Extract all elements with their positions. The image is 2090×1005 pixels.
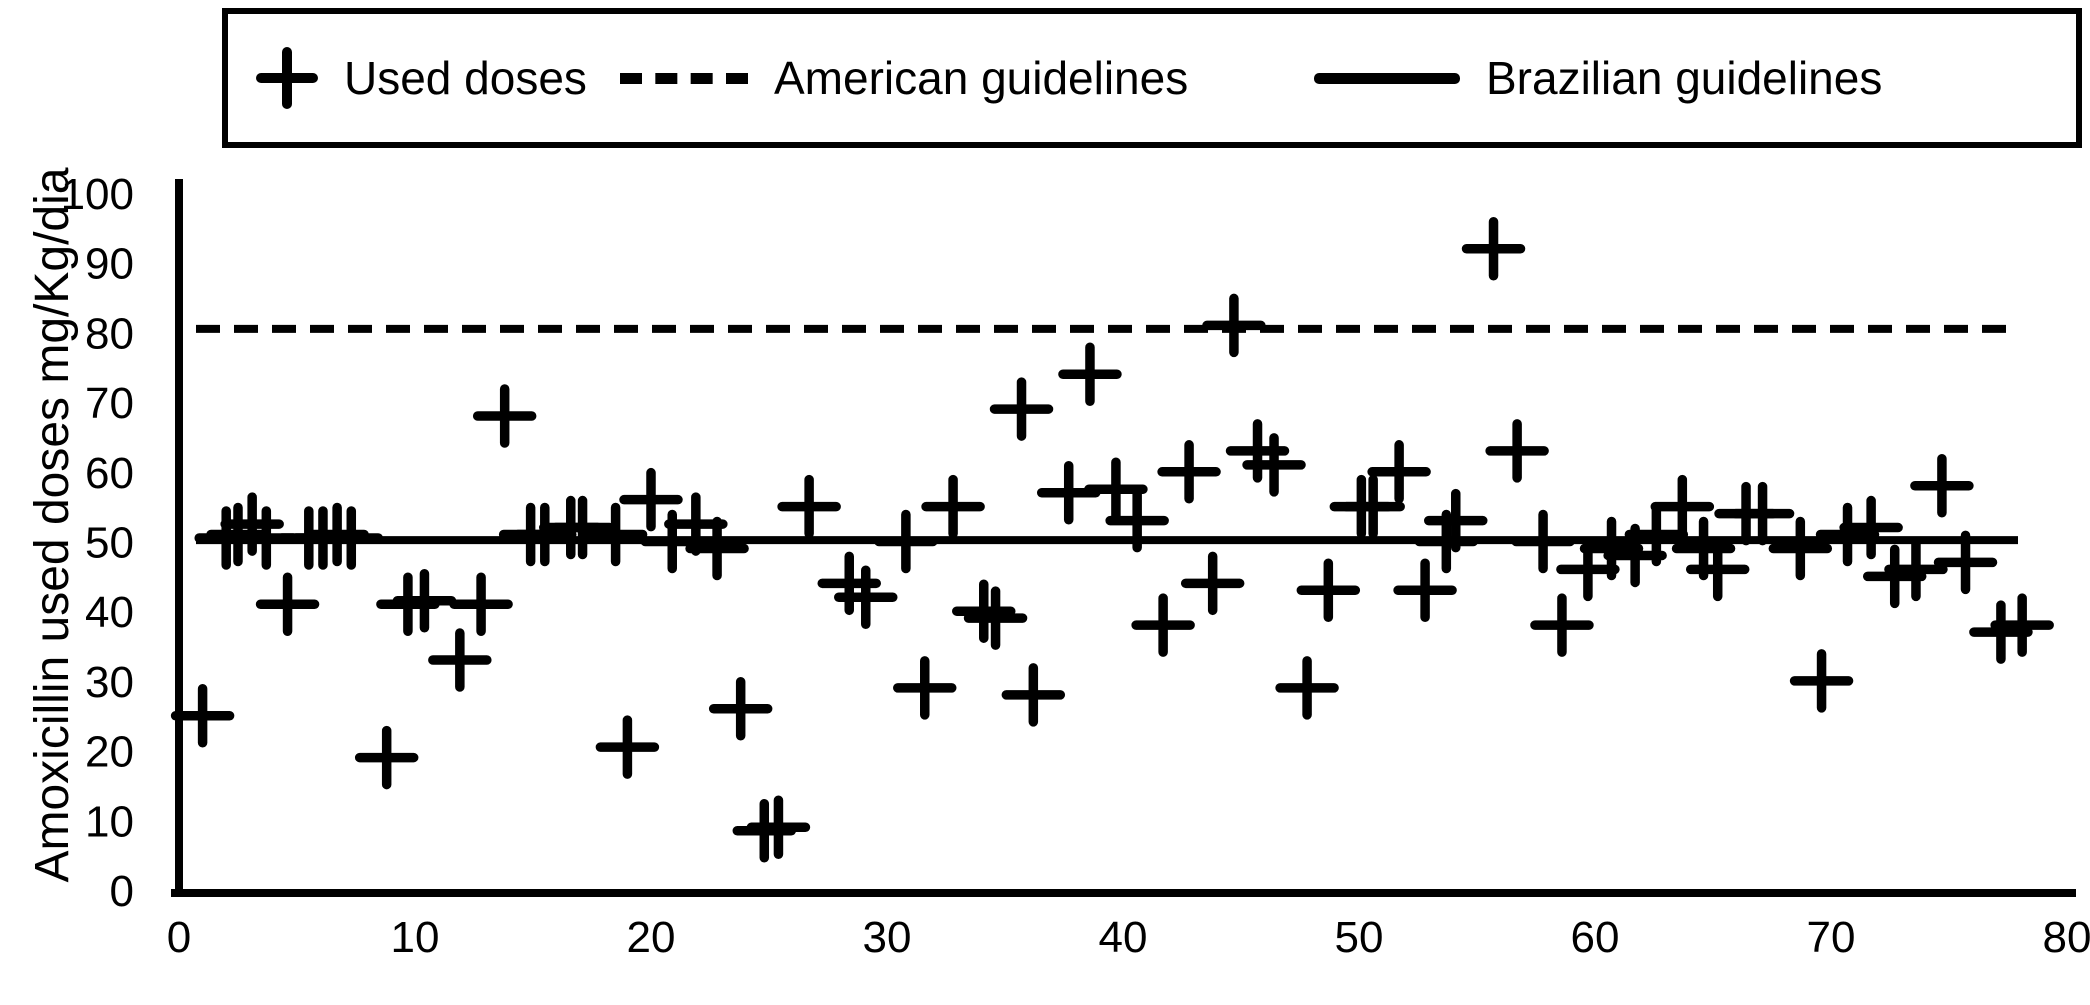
data-point <box>1579 516 1644 581</box>
data-point <box>1768 516 1833 581</box>
data-point <box>874 509 938 574</box>
data-point <box>319 506 384 570</box>
data-point <box>1530 593 1594 657</box>
y-tick-label: 10 <box>85 797 134 846</box>
data-point <box>354 725 419 790</box>
y-tick-label: 70 <box>85 379 134 428</box>
data-point <box>1275 656 1339 720</box>
data-point <box>583 502 648 567</box>
axes <box>171 179 2076 897</box>
x-tick-label: 0 <box>167 913 191 962</box>
data-point <box>1131 593 1195 657</box>
data-points <box>170 217 2054 863</box>
data-point <box>1180 551 1245 616</box>
data-point <box>746 795 811 860</box>
data-point <box>1202 293 1266 358</box>
chart-figure: Used doses American guidelines Brazilian… <box>26 8 2090 962</box>
y-tick-label: 0 <box>110 867 134 916</box>
data-point <box>963 586 1028 650</box>
data-point <box>989 377 1054 441</box>
data-point <box>619 467 683 532</box>
y-tick-label: 30 <box>85 658 134 707</box>
x-tick-label: 60 <box>1571 913 1620 962</box>
data-point <box>428 628 492 692</box>
data-point <box>550 495 615 560</box>
data-point <box>708 677 773 741</box>
data-point <box>472 384 537 448</box>
solid-line-icon <box>1314 72 1460 84</box>
y-tick-label: 40 <box>85 588 134 637</box>
data-point <box>1815 502 1880 567</box>
data-point <box>893 656 957 720</box>
data-point <box>1367 440 1431 504</box>
data-point <box>1341 474 1405 539</box>
x-axis-tick-labels: 0 10 20 30 40 50 60 70 80 <box>167 913 2090 962</box>
data-point <box>1058 342 1122 406</box>
legend-item-used-doses: Used doses <box>256 14 587 142</box>
data-point <box>513 502 577 567</box>
y-axis-tick-labels: 0 10 20 30 40 50 60 70 80 90 100 <box>61 170 134 916</box>
scatter-plot: 0 10 20 30 40 50 60 70 80 0 10 20 30 40 50 60 70 80 90 100 <box>61 170 2090 962</box>
data-point <box>1910 453 1974 518</box>
x-tick-label: 20 <box>627 913 676 962</box>
data-point <box>1084 457 1148 521</box>
data-point <box>1789 649 1854 713</box>
data-point <box>1105 488 1169 553</box>
y-tick-label: 60 <box>85 449 134 498</box>
y-tick-label: 50 <box>85 519 134 568</box>
data-point <box>1461 217 1526 281</box>
legend-label-brazilian-guidelines: Brazilian guidelines <box>1486 52 1883 104</box>
data-point <box>952 579 1016 643</box>
dashed-line-icon <box>620 72 748 84</box>
y-tick-label: 20 <box>85 728 134 777</box>
data-point <box>1393 558 1457 623</box>
data-point <box>1990 593 2054 657</box>
data-point <box>1296 558 1361 623</box>
data-point <box>1650 474 1715 539</box>
plus-marker-icon <box>256 47 318 109</box>
data-point <box>834 565 898 630</box>
data-point <box>1001 663 1066 727</box>
data-point <box>921 474 985 539</box>
data-point <box>1839 495 1903 560</box>
data-point <box>1624 502 1689 567</box>
y-tick-label: 90 <box>85 240 134 289</box>
data-point <box>777 474 841 539</box>
data-point <box>1485 419 1549 483</box>
legend-item-american-guidelines: American guidelines <box>620 14 1188 142</box>
data-point <box>1884 537 1948 602</box>
data-point <box>685 516 749 581</box>
legend-item-brazilian-guidelines: Brazilian guidelines <box>1314 14 1882 142</box>
legend-label-used-doses: Used doses <box>344 52 587 104</box>
x-tick-label: 50 <box>1335 913 1384 962</box>
data-point <box>1511 509 1575 574</box>
data-point <box>449 572 513 636</box>
x-tick-label: 10 <box>391 913 440 962</box>
y-tick-label: 80 <box>85 309 134 358</box>
data-point <box>1730 481 1795 546</box>
data-point <box>255 572 320 636</box>
y-tick-label: 100 <box>61 170 134 219</box>
data-point <box>392 568 457 633</box>
legend-label-american-guidelines: American guidelines <box>774 52 1189 104</box>
data-point <box>1424 488 1488 553</box>
data-point <box>170 684 235 748</box>
x-tick-label: 40 <box>1099 913 1148 962</box>
data-point <box>1242 433 1306 497</box>
data-point <box>1157 440 1221 504</box>
data-point <box>1933 530 1998 595</box>
data-point <box>595 715 660 779</box>
x-tick-label: 30 <box>863 913 912 962</box>
legend: Used doses American guidelines Brazilian… <box>222 8 2082 148</box>
data-point <box>1685 537 1750 602</box>
x-tick-label: 70 <box>1807 913 1856 962</box>
x-tick-label: 80 <box>2043 913 2090 962</box>
